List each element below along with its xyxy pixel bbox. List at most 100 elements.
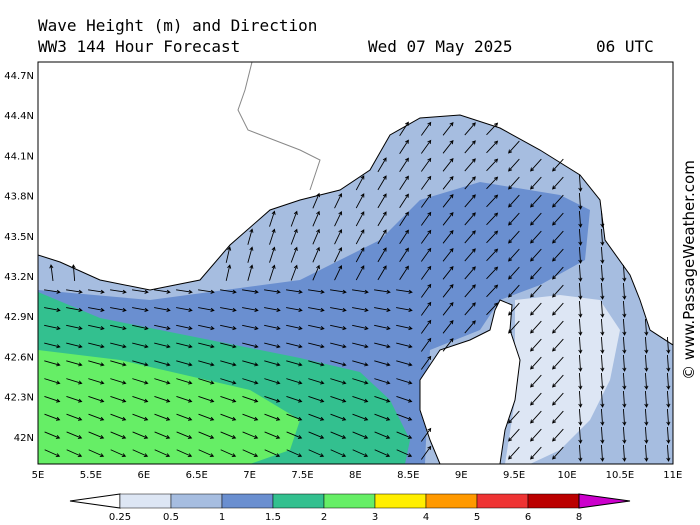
arrow [352,289,369,294]
arrow [88,395,105,403]
arrow [176,342,193,349]
legend-label: 8 [576,512,582,523]
arrow [286,289,303,294]
arrow [264,289,281,294]
lon-label: 5E [32,470,45,481]
arrow [198,449,215,457]
arrow [220,324,237,331]
arrow [377,175,387,191]
arrow [44,307,61,312]
arrow [242,289,259,294]
arrow [644,372,649,390]
arrow [600,264,605,282]
arrow [530,320,542,334]
arrow [530,212,542,226]
arrow [578,444,583,462]
arrow [374,307,391,312]
arrow [486,194,499,208]
arrow [66,413,83,421]
arrow [198,360,215,367]
arrow [132,378,149,385]
arrow [176,395,193,403]
arrow [666,336,671,354]
arrow [399,175,409,190]
lat-label: 44.7N [4,71,34,82]
arrow [330,324,347,331]
lon-label: 10.5E [606,470,635,481]
arrow [154,342,171,349]
legend-label: 2 [321,512,327,523]
arrow [269,264,276,281]
arrow [464,194,476,208]
arrow [464,320,476,334]
arrow [308,378,325,385]
arrow [377,229,387,245]
arrow [44,360,61,367]
lon-label: 7.5E [291,470,313,481]
arrow [352,307,369,312]
legend-swatch [119,493,172,509]
arrow [334,210,343,227]
legend-label: 1.5 [265,512,281,523]
lon-label: 6E [137,470,150,481]
arrow [622,372,627,390]
legend-swatch [221,493,274,509]
arrow [176,449,193,457]
arrow [176,289,193,294]
arrow [220,307,237,312]
arrow [225,264,232,281]
arrow [264,307,281,312]
legend-swatch [170,493,223,509]
arrow [154,307,171,312]
arrow [286,378,303,385]
border [237,62,321,191]
arrow [578,318,583,336]
arrow [530,374,542,388]
arrow [44,431,61,439]
arrow [486,212,499,226]
arrow [330,449,347,457]
legend-swatch [476,493,529,509]
arrow [374,395,391,403]
arrow [508,248,520,262]
arrow [286,342,303,349]
legend-label: 0.5 [163,512,179,523]
arrow [464,302,476,316]
map-area [38,62,673,464]
arrow [154,431,171,439]
arrow [269,210,276,227]
arrow [290,210,298,227]
arrow [530,284,542,298]
arrow [420,427,432,442]
arrow [508,302,520,316]
arrow [399,247,409,262]
arrow [352,431,369,439]
arrow [666,426,671,444]
arrow [486,266,499,280]
arrow [442,337,454,352]
arrow [286,324,303,331]
arrow [578,210,583,228]
arrow [88,342,105,349]
arrow [600,336,605,354]
arrow [242,413,259,421]
arrow [220,289,237,294]
arrow [66,431,83,439]
arrow [220,413,237,421]
arrow [420,301,432,316]
credit: © www.PassageWeather.com [680,160,698,380]
arrow [198,307,215,312]
arrow [334,264,343,281]
arrow [530,392,542,406]
arrow [198,342,215,349]
arrow [286,431,303,439]
arrow [132,289,149,294]
arrow [220,360,237,367]
lon-label: 9E [455,470,468,481]
arrow [264,395,281,403]
lat-label: 43.8N [4,192,34,203]
arrow [88,431,105,439]
arrow [312,210,320,227]
lat-label: 42.3N [4,393,34,404]
arrow [355,247,365,263]
